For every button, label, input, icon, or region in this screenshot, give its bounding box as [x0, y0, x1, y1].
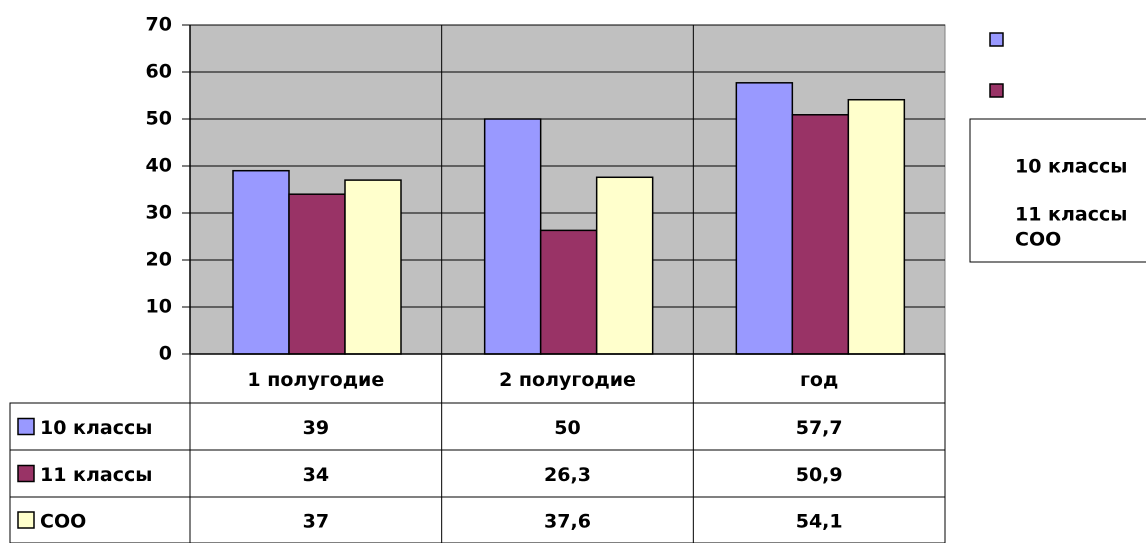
y-tick-label: 30 — [146, 202, 172, 224]
table-value: 50,9 — [796, 464, 843, 486]
y-tick-label: 20 — [146, 249, 172, 271]
bar — [791, 114, 850, 355]
y-tick-label: 70 — [146, 14, 172, 36]
table-value: 37,6 — [544, 511, 591, 533]
table-value: 50 — [554, 417, 580, 439]
table-value: 57,7 — [796, 417, 843, 439]
y-tick-label: 0 — [159, 343, 172, 365]
bar — [483, 118, 542, 355]
y-tick-label: 40 — [146, 155, 172, 177]
legend-label: 10 классы — [1015, 156, 1127, 178]
bar — [595, 176, 654, 355]
table-row — [9, 496, 946, 543]
x-tick-label: 2 полугодие — [499, 369, 636, 391]
x-tick-label: год — [800, 369, 838, 391]
legend-label: 11 классы — [1015, 204, 1127, 226]
legend-key — [17, 464, 35, 483]
y-tick-label: 60 — [146, 61, 172, 83]
y-tick-label: 10 — [146, 296, 172, 318]
bar — [288, 193, 346, 355]
table-value: 54,1 — [796, 511, 843, 533]
legend — [969, 118, 1146, 263]
bar — [232, 169, 290, 355]
legend-key — [17, 417, 35, 436]
legend-key — [17, 511, 35, 529]
bar — [539, 229, 598, 355]
bar — [344, 179, 402, 355]
bar — [847, 98, 906, 355]
table-value: 26,3 — [544, 464, 591, 486]
x-tick-label: 1 полугодие — [247, 369, 384, 391]
table-value: 37 — [303, 511, 329, 533]
bar — [735, 82, 794, 355]
legend-label: СОО — [1015, 229, 1061, 251]
row-label: 10 классы — [40, 417, 152, 439]
legend-key — [989, 32, 1004, 47]
legend-key — [989, 83, 1004, 98]
y-tick-label: 50 — [146, 108, 172, 130]
table-value: 34 — [303, 464, 329, 486]
row-label: 11 классы — [40, 464, 152, 486]
row-label: СОО — [40, 511, 86, 533]
table-value: 39 — [303, 417, 329, 439]
